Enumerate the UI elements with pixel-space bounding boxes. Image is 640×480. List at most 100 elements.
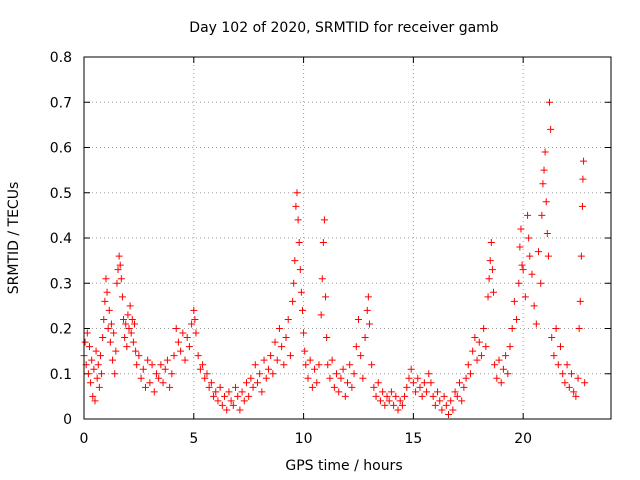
data-point (264, 365, 272, 373)
data-point (554, 361, 562, 369)
data-point (242, 379, 250, 387)
data-point (526, 252, 534, 260)
data-point (451, 388, 459, 396)
data-point (319, 239, 327, 247)
data-point (513, 315, 521, 323)
data-point (469, 347, 477, 355)
data-point (203, 370, 211, 378)
data-point (291, 257, 299, 265)
data-point (304, 374, 312, 382)
data-point (530, 302, 538, 310)
data-point (207, 379, 215, 387)
data-point (335, 388, 343, 396)
data-point (110, 329, 118, 337)
data-point (170, 352, 178, 360)
data-point (423, 388, 431, 396)
data-point (115, 252, 123, 260)
data-point (293, 189, 301, 197)
data-point (324, 361, 332, 369)
data-point (104, 325, 112, 332)
y-tick-label: 0.3 (50, 276, 72, 292)
data-point (273, 356, 281, 364)
data-point (139, 365, 147, 373)
data-point (575, 325, 583, 332)
data-point (576, 297, 584, 305)
data-point (194, 352, 202, 360)
data-point (460, 383, 468, 391)
data-point (315, 361, 323, 369)
data-point (532, 320, 540, 328)
data-point (218, 401, 226, 409)
data-point (267, 352, 275, 360)
data-point (538, 211, 546, 219)
y-tick-label: 0.4 (50, 231, 72, 247)
data-point (516, 243, 524, 251)
data-point (109, 356, 117, 364)
data-point (477, 352, 485, 360)
data-point (126, 302, 134, 310)
data-point (128, 315, 136, 323)
x-tick-label: 20 (514, 431, 532, 447)
data-point (118, 293, 126, 301)
data-point (179, 329, 187, 337)
data-point (537, 279, 545, 287)
data-point (354, 315, 362, 323)
data-point (416, 383, 424, 391)
data-point (572, 392, 580, 400)
data-point (84, 370, 92, 378)
y-tick-label: 0.7 (50, 95, 72, 111)
data-point (363, 306, 371, 314)
data-point (390, 401, 398, 409)
data-point (298, 306, 306, 314)
data-point (414, 374, 422, 382)
data-point (577, 252, 585, 260)
data-point (129, 338, 137, 346)
data-point (499, 365, 507, 373)
data-point (333, 370, 341, 378)
data-point (229, 401, 237, 409)
data-point (290, 279, 298, 287)
data-point (497, 379, 505, 387)
data-point (92, 347, 100, 355)
tick-labels: 0 0.1 0.2 0.3 0.4 0.5 0.6 0.7 0.8 0 5 10 15 20 (50, 50, 532, 447)
data-point (561, 379, 569, 387)
data-point (127, 329, 135, 337)
data-point (387, 388, 395, 396)
grid-lines (84, 57, 611, 419)
data-point (122, 320, 130, 328)
data-point (506, 343, 514, 351)
data-point (542, 198, 550, 206)
data-point (201, 374, 209, 382)
data-point (183, 334, 191, 342)
data-point (234, 392, 242, 400)
data-point (475, 338, 483, 346)
data-point (337, 374, 345, 382)
data-point (546, 98, 554, 106)
data-point (385, 397, 393, 405)
data-point (547, 125, 555, 133)
data-point (449, 406, 457, 414)
data-point (491, 361, 499, 369)
data-point (311, 365, 319, 373)
x-tick-label: 15 (404, 431, 422, 447)
data-point (157, 361, 165, 369)
data-point (528, 270, 536, 278)
data-point (227, 397, 235, 405)
data-point (418, 392, 426, 400)
data-point (256, 370, 264, 378)
data-point (580, 157, 588, 165)
data-point (364, 293, 372, 301)
data-point (120, 315, 128, 323)
data-point (323, 334, 331, 342)
data-point (163, 356, 171, 364)
data-point (131, 320, 139, 328)
data-point (328, 356, 336, 364)
data-point (106, 338, 114, 346)
data-point (392, 392, 400, 400)
data-point (434, 388, 442, 396)
data-point (308, 383, 316, 391)
data-point (401, 392, 409, 400)
data-point (482, 343, 490, 351)
data-point (260, 356, 268, 364)
